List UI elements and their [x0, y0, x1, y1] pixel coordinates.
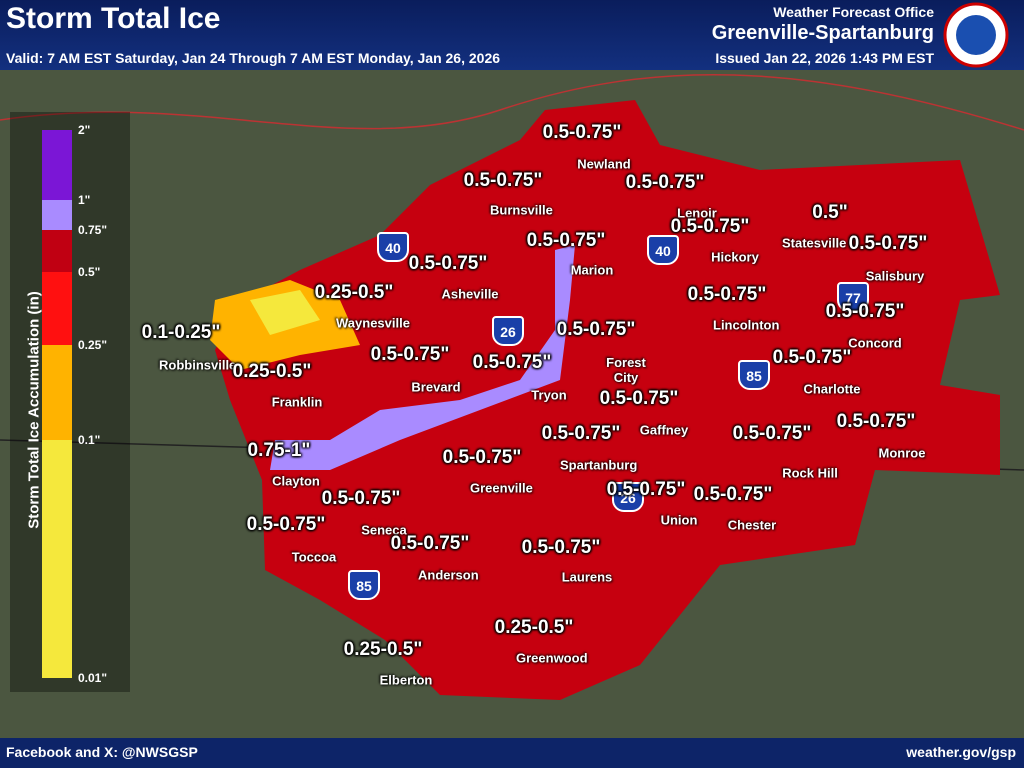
ice-area [215, 100, 1000, 700]
city-label: Concord [848, 335, 902, 351]
interstate-shield: 85 [348, 570, 380, 600]
city-label: Gaffney [639, 422, 689, 438]
city-label: Asheville [441, 286, 499, 302]
city-label: Lincolnton [713, 317, 780, 333]
city-label: Seneca [361, 522, 407, 538]
city-label: Charlotte [803, 381, 861, 397]
city-label: Greenwood [516, 650, 588, 666]
ice-amount: 0.25-0.5" [314, 282, 394, 303]
footer-left: Facebook and X: @NWSGSP [6, 744, 198, 760]
ice-amount: 0.25-0.5" [494, 617, 574, 638]
ice-amount: 0.5-0.75" [625, 172, 705, 193]
interstate-shield: 40 [647, 235, 679, 265]
ice-amount: 0.25-0.5" [343, 639, 423, 660]
city-label: Burnsville [490, 202, 553, 218]
ice-amount: 0.5-0.75" [370, 344, 450, 365]
legend-swatch [42, 440, 72, 678]
ice-amount: 0.5-0.75" [521, 537, 601, 558]
city-label: Monroe [878, 445, 926, 461]
city-label: Robbinsville [159, 357, 237, 373]
city-label: Spartanburg [560, 457, 638, 473]
city-label: Clayton [272, 473, 320, 489]
city-label: Toccoa [291, 549, 337, 565]
ice-amount: 0.5-0.75" [526, 230, 606, 251]
legend-tick: 0.25" [78, 338, 108, 352]
city-label: Statesville [782, 235, 847, 251]
city-label: Salisbury [865, 268, 925, 284]
ice-amount: 0.5-0.75" [321, 488, 401, 509]
title: Storm Total Ice [6, 2, 221, 35]
legend-tick: 0.01" [78, 671, 108, 685]
city-label: Brevard [411, 379, 461, 395]
legend-swatch [42, 200, 72, 230]
city-label: Newland [577, 156, 631, 172]
ice-amount: 0.5-0.75" [670, 216, 750, 237]
city-label: Franklin [271, 394, 323, 410]
city-label: Rock Hill [782, 465, 838, 481]
interstate-shield: 26 [612, 482, 644, 512]
ice-amount: 0.5-0.75" [246, 514, 326, 535]
ice-amount: 0.5-0.75" [390, 533, 470, 554]
interstate-shield: 77 [837, 282, 869, 312]
city-label: Greenville [470, 480, 533, 496]
city-label: Forest City [606, 355, 646, 385]
ice-amount: 0.5-0.75" [693, 484, 773, 505]
ice-amount: 0.5-0.75" [772, 347, 852, 368]
city-label: Hickory [711, 249, 759, 265]
issued: Issued Jan 22, 2026 1:43 PM EST [715, 50, 934, 66]
ice-amount: 0.5-0.75" [599, 388, 679, 409]
legend-tick: 0.1" [78, 433, 101, 447]
city-label: Tryon [531, 387, 567, 403]
city-label: Lenoir [677, 205, 717, 221]
legend-tick: 2" [78, 123, 91, 137]
nws-logo [943, 2, 1009, 68]
road [0, 73, 1024, 131]
ice-amount: 0.75-1" [247, 440, 311, 461]
legend-tick: 1" [78, 193, 91, 207]
valid: Valid: 7 AM EST Saturday, Jan 24 Through… [6, 50, 501, 66]
ice-lowest [250, 290, 320, 335]
ice-amount: 0.5-0.75" [687, 284, 767, 305]
ice-amount: 0.5-0.75" [848, 233, 928, 254]
footer-right: weather.gov/gsp [906, 744, 1016, 760]
office-line: Weather Forecast Office [773, 4, 934, 20]
city-label: Marion [570, 262, 614, 278]
ice-amount: 0.5-0.75" [541, 423, 621, 444]
legend-swatch [42, 272, 72, 345]
ice-amount: 0.5-0.75" [542, 122, 622, 143]
legend-swatch [42, 130, 72, 200]
city-label: Waynesville [336, 315, 410, 331]
ice-amount: 0.5-0.75" [442, 447, 522, 468]
ice-amount: 0.5-0.75" [408, 253, 488, 274]
legend-tick: 0.5" [78, 265, 101, 279]
city-label: Chester [727, 517, 777, 533]
ice-amount: 0.5-0.75" [606, 479, 686, 500]
header: Storm Total Ice Valid: 7 AM EST Saturday… [0, 0, 1024, 70]
ice-amount: 0.5-0.75" [463, 170, 543, 191]
interstate-shield: 85 [738, 360, 770, 390]
ice-amount: 0.25-0.5" [232, 361, 312, 382]
ice-amount: 0.5" [812, 202, 848, 223]
city-label: Elberton [379, 672, 433, 688]
legend-swatch [42, 230, 72, 272]
footer: Facebook and X: @NWSGSP weather.gov/gsp [0, 738, 1024, 768]
city-label: Laurens [561, 569, 613, 585]
interstate-shield: 26 [492, 316, 524, 346]
ice-amount: 0.1-0.25" [141, 322, 221, 343]
interstate-shield: 40 [377, 232, 409, 262]
ice-amount: 0.5-0.75" [825, 301, 905, 322]
city-label: Anderson [418, 567, 479, 583]
city-label: Union [660, 512, 698, 528]
legend-swatch [42, 345, 72, 440]
legend-tick: 0.75" [78, 223, 108, 237]
ice-amount: 0.5-0.75" [732, 423, 812, 444]
ice-amount: 0.5-0.75" [836, 411, 916, 432]
ice-amount: 0.5-0.75" [472, 352, 552, 373]
ice-band [270, 245, 575, 470]
office: Greenville-Spartanburg [711, 22, 934, 44]
ice-amount: 0.5-0.75" [556, 319, 636, 340]
legend-title: Storm Total Ice Accumulation (in) [25, 291, 43, 529]
